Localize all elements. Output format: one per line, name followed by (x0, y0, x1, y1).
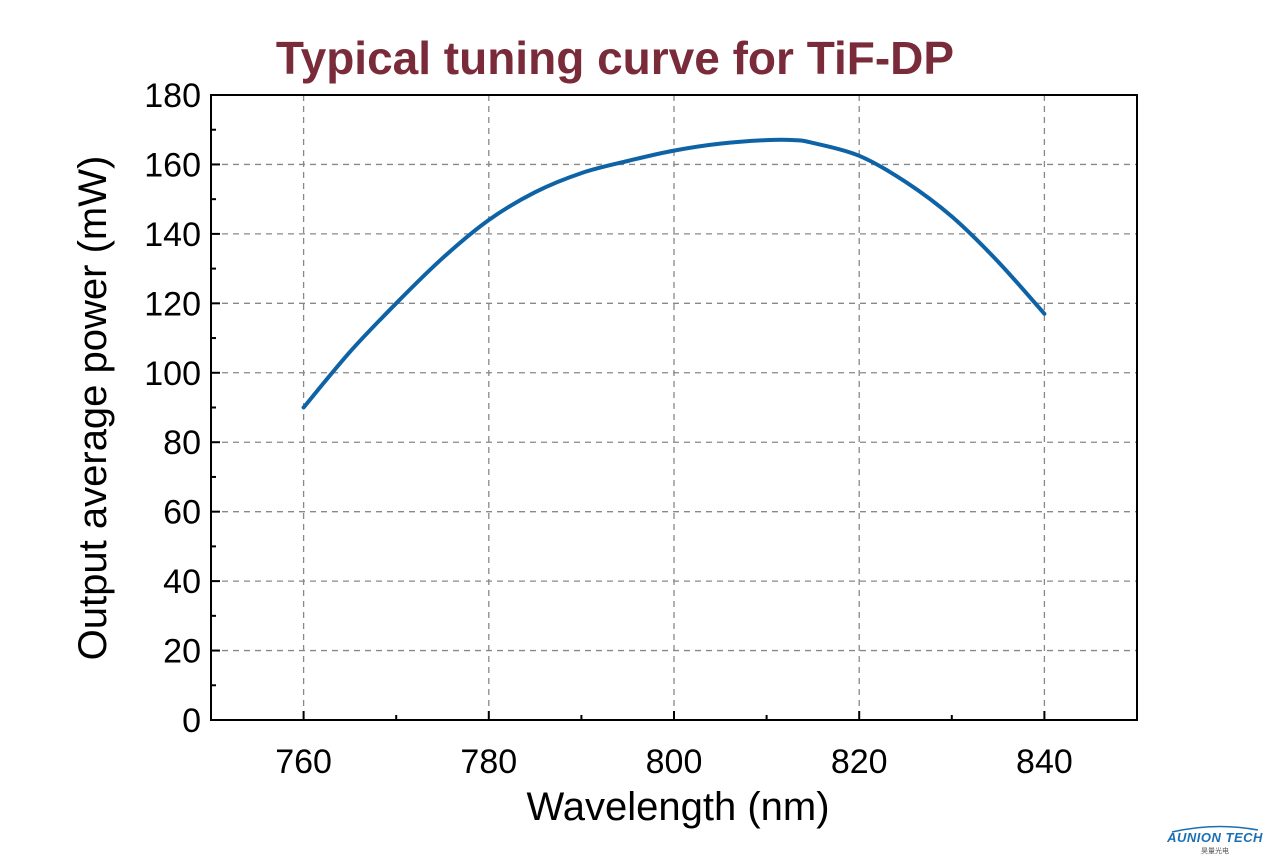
gridlines (211, 95, 1137, 720)
y-tick-label: 180 (144, 77, 201, 115)
x-axis-title: Wavelength (nm) (526, 785, 829, 829)
y-tick-label: 160 (144, 146, 201, 184)
axes (210, 94, 1138, 721)
y-tick-label: 20 (163, 633, 201, 671)
y-tick-label: 60 (163, 494, 201, 532)
tick-labels: 0 20 40 60 80 100 120 140 160 180 760 780 800 820 840 (144, 77, 1073, 781)
y-tick-label: 140 (144, 216, 201, 254)
company-logo: AUNION TECH 昊量光电 (1160, 825, 1270, 856)
x-tick-label: 800 (646, 743, 703, 781)
y-axis-title: Output average power (mW) (71, 156, 115, 661)
x-tick-label: 760 (275, 743, 332, 781)
logo-brand-text: AUNION TECH (1167, 830, 1263, 845)
y-tick-label: 40 (163, 563, 201, 601)
logo-sub-text: 昊量光电 (1201, 847, 1229, 855)
y-tick-label: 120 (144, 285, 201, 323)
y-tick-label: 80 (163, 424, 201, 462)
x-tick-label: 780 (460, 743, 517, 781)
x-tick-label: 840 (1016, 743, 1073, 781)
y-tick-label: 100 (144, 355, 201, 393)
series-line (301, 137, 1047, 410)
y-tick-label: 0 (182, 702, 201, 740)
x-tick-label: 820 (831, 743, 888, 781)
logo-swoosh-icon (1171, 825, 1259, 833)
chart-title: Typical tuning curve for TiF-DP (276, 32, 954, 84)
series-layer (301, 137, 1047, 410)
